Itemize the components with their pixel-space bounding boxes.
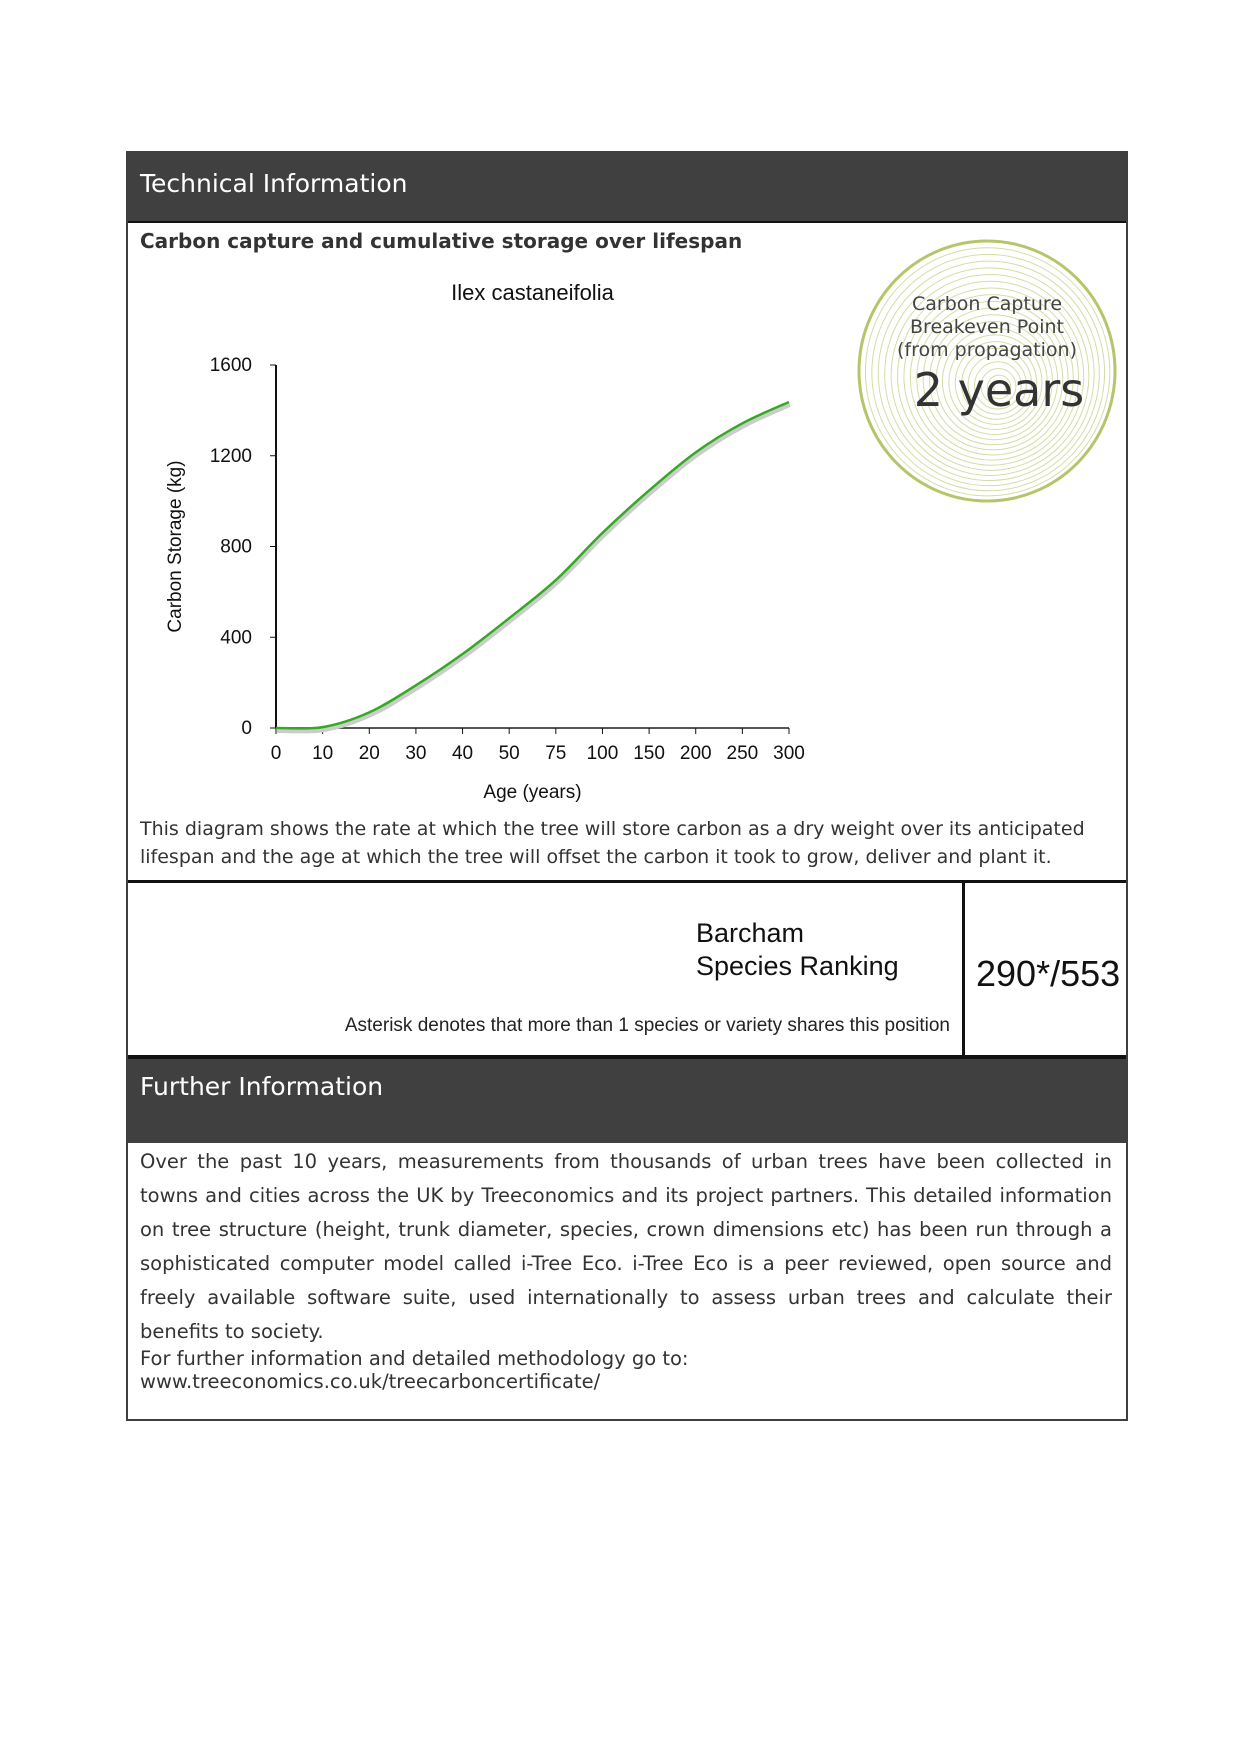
x-tick-label: 10 [312,743,333,764]
x-tick-label: 30 [405,743,426,764]
ring [890,274,1090,476]
y-tick-label: 800 [220,537,252,558]
y-tick-label: 1200 [210,446,252,467]
chart-caption: This diagram shows the rate at which the… [140,818,1085,868]
ring [980,367,1017,405]
x-tick-label: 0 [271,743,282,764]
breakeven-line2: Breakeven Point [910,316,1064,338]
ring [897,280,1085,471]
chart-title: Ilex castaneifolia [451,280,614,305]
ring [909,294,1074,461]
ranking-label-1: Barcham [696,918,805,948]
ring [884,267,1095,482]
further-information-header: Further Information [128,1055,1126,1143]
x-tick-label: 100 [587,743,619,764]
ring [974,361,1022,410]
ring [922,307,1064,451]
chart-section-title: Carbon capture and cumulative storage ov… [140,229,743,253]
ring [877,260,1100,487]
ring [967,354,1027,415]
series-line [275,400,790,730]
ring [948,334,1043,430]
breakeven-label: Carbon Capture Breakeven Point (from pro… [856,293,1118,362]
carbon-storage-chart: Ilex castaneifolia 0 400 800 1200 1600 0 10 20 30… [165,280,805,803]
ring [864,247,1111,497]
x-tick-label: 250 [727,743,759,764]
ring [871,253,1106,492]
ring [961,347,1033,420]
ring [903,287,1079,466]
y-axis-label: Carbon Storage (kg) [165,460,186,632]
section-header: Technical Information [128,153,1126,223]
breakeven-line1: Carbon Capture [911,293,1063,315]
further-information-body: Over the past 10 years, measurements fro… [140,1150,1112,1343]
y-tick-label: 0 [241,718,252,739]
ranking-label-2: Species Ranking [696,951,899,981]
ring [916,300,1069,456]
ring [935,321,1053,441]
breakeven-line3: (from propagation) [897,339,1077,361]
ring [857,239,1117,503]
ranking-value: 290*/553 [976,953,1121,994]
methodology-link[interactable]: For further information and detailed met… [140,1347,689,1393]
species-ranking: Barcham Species Ranking 290*/553 Asterisk… [128,880,1126,1057]
x-tick-label: 300 [773,743,805,764]
tree-rings-icon [857,239,1117,503]
y-tick-label: 1600 [210,355,252,376]
breakeven-value: 2 years [913,363,1085,417]
ring [986,374,1012,400]
x-tick-label: 20 [359,743,380,764]
technical-information-panel: Technical Information Carbon capture and… [126,151,1128,1421]
x-tick-label: 50 [499,743,520,764]
x-tick-label: 40 [452,743,473,764]
x-axis-label: Age (years) [483,782,581,803]
x-tick-label: 200 [680,743,712,764]
ring [929,314,1059,446]
divider [962,883,965,1057]
ranking-label: Barcham Species Ranking [696,917,899,983]
x-tick-label: 75 [545,743,566,764]
ring [941,327,1048,436]
series-shadow [276,403,791,734]
ring [993,381,1006,395]
ring [954,341,1038,425]
y-tick-label: 400 [220,627,252,648]
ranking-note: Asterisk denotes that more than 1 specie… [344,1015,950,1036]
x-tick-label: 150 [633,743,665,764]
